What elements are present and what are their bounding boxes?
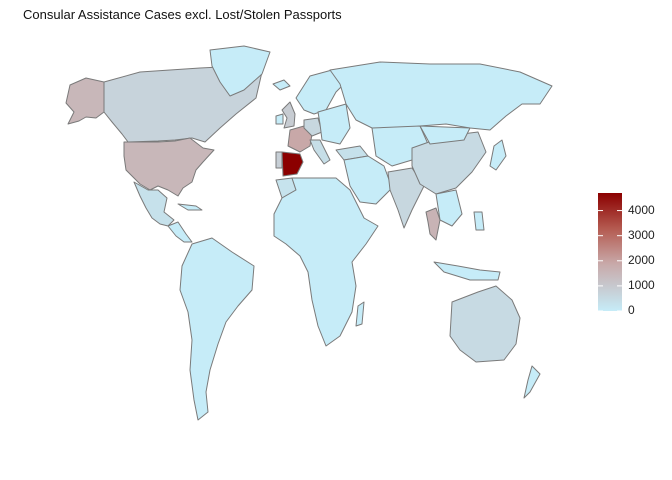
region-new-zealand xyxy=(523,365,541,399)
region-south-america xyxy=(179,237,255,421)
region-thailand xyxy=(425,207,441,241)
region-spain xyxy=(281,151,304,177)
region-germany xyxy=(303,117,323,137)
region-central-america xyxy=(167,221,193,243)
legend-tick-label: 2000 xyxy=(628,252,655,267)
legend-tick-label: 3000 xyxy=(628,227,655,242)
region-united-kingdom xyxy=(281,101,296,129)
region-africa xyxy=(273,177,379,347)
region-ireland xyxy=(275,113,284,125)
region-philippines xyxy=(473,211,485,231)
legend-tick-label: 1000 xyxy=(628,277,655,292)
region-iceland xyxy=(272,79,291,91)
region-mexico xyxy=(133,181,175,227)
colorbar-legend xyxy=(598,193,622,311)
region-portugal xyxy=(275,151,283,169)
region-middle-east xyxy=(343,155,393,205)
region-alaska xyxy=(65,77,105,125)
region-russia xyxy=(329,61,553,131)
region-italy xyxy=(309,139,331,165)
region-united-states xyxy=(123,137,215,197)
region-australia xyxy=(449,285,521,363)
map-title: Consular Assistance Cases excl. Lost/Sto… xyxy=(23,7,342,22)
region-indonesia xyxy=(433,261,501,281)
region-madagascar xyxy=(355,301,365,327)
legend-tick-label: 4000 xyxy=(628,202,655,217)
region-scandinavia xyxy=(295,69,347,115)
colorbar xyxy=(598,193,622,311)
region-mongolia xyxy=(419,125,471,145)
region-southeast-asia xyxy=(435,189,463,227)
region-japan xyxy=(489,139,507,171)
legend-tick-label: 0 xyxy=(628,303,635,317)
region-cuba xyxy=(177,203,203,211)
region-greenland xyxy=(209,45,271,97)
